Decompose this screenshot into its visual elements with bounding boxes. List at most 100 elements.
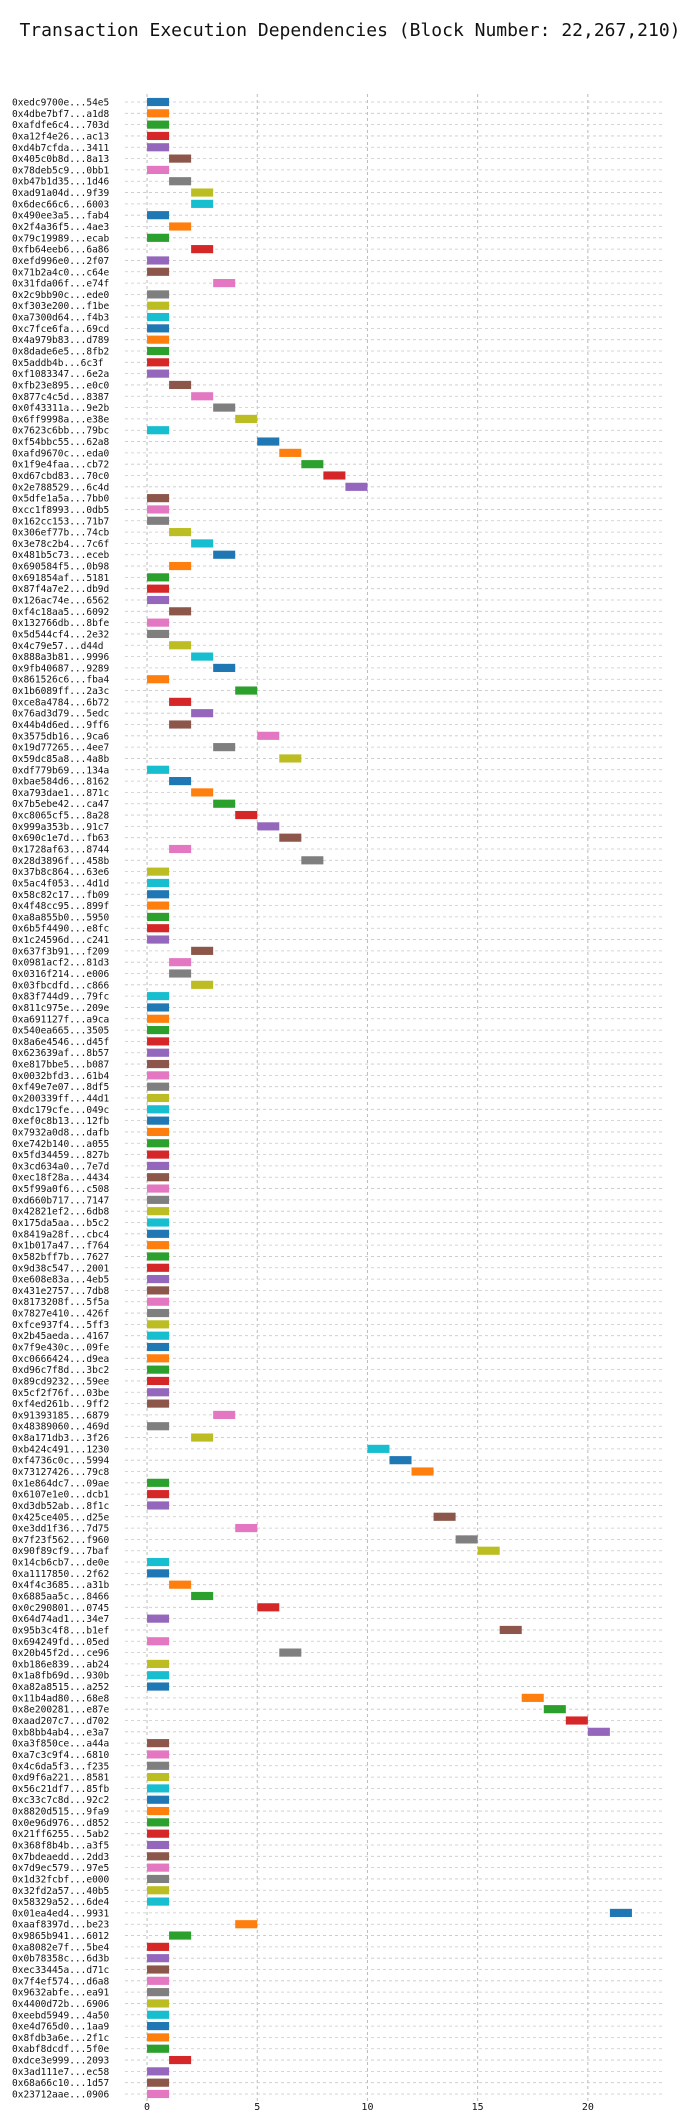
y-tick-label: 0x7f4ef574...d6a8 xyxy=(12,1976,110,1987)
bar xyxy=(147,1795,170,1804)
y-tick-label: 0xabf8dcdf...5f0e xyxy=(12,2044,110,2055)
y-tick-label: 0x14cb6cb7...de0e xyxy=(12,1558,110,1569)
bar xyxy=(169,720,192,729)
y-tick-label: 0xf54bbc55...62a8 xyxy=(12,437,110,448)
bar xyxy=(147,256,170,265)
bar xyxy=(147,2078,170,2087)
y-tick-label: 0x7b5ebe42...ca47 xyxy=(12,799,109,810)
y-tick-label: 0x1b017a47...f764 xyxy=(12,1241,110,1252)
chart-title: Transaction Execution Dependencies (Bloc… xyxy=(19,20,681,41)
bar xyxy=(147,2010,170,2019)
y-tick-label: 0x6ff9998a...e38e xyxy=(12,414,110,425)
y-tick-label: 0x2e788529...6c4d xyxy=(12,482,109,493)
bar xyxy=(147,1818,170,1827)
bar xyxy=(147,1829,170,1838)
y-tick-label: 0x4a979b83...d789 xyxy=(12,335,110,346)
y-tick-label: 0x31fda06f...e74f xyxy=(12,279,109,290)
y-tick-label: 0xe742b140...a055 xyxy=(12,1139,109,1150)
bar xyxy=(147,1105,170,1114)
y-tick-label: 0xedc9700e...54e5 xyxy=(12,98,109,109)
bar xyxy=(147,131,170,141)
y-tick-label: 0x76ad3d79...5edc xyxy=(12,709,109,720)
bar xyxy=(147,1037,170,1046)
bar xyxy=(147,312,170,322)
y-tick-label: 0x1d32fcbf...e000 xyxy=(12,1874,110,1885)
bar xyxy=(147,2067,170,2076)
bar xyxy=(565,1716,588,1725)
bar xyxy=(169,154,192,163)
bar xyxy=(147,1365,170,1374)
bar xyxy=(147,1297,170,1306)
bar xyxy=(147,1388,170,1397)
y-tick-label: 0xc33c7c8d...92c2 xyxy=(12,1795,109,1806)
bar xyxy=(147,1184,170,1193)
y-tick-label: 0x1728af63...8744 xyxy=(12,845,110,856)
y-tick-label: 0x481b5c73...eceb xyxy=(12,550,110,561)
y-tick-label: 0x48389060...469d xyxy=(12,1422,109,1433)
bar xyxy=(147,1286,170,1295)
y-tick-label: 0xf4736c0c...5994 xyxy=(12,1456,110,1467)
y-tick-label: 0xafd9670c...eda0 xyxy=(12,448,110,459)
y-tick-label: 0x425ce405...d25e xyxy=(12,1512,110,1523)
bar xyxy=(147,1761,170,1770)
bar xyxy=(147,165,170,174)
bar xyxy=(191,652,214,661)
y-tick-label: 0xa7300d64...f4b3 xyxy=(12,313,109,324)
y-tick-label: 0xf303e200...f1be xyxy=(12,301,110,312)
bar xyxy=(147,1806,170,1816)
bar xyxy=(147,346,170,356)
bar xyxy=(191,539,214,548)
bar xyxy=(147,1173,170,1182)
y-tick-label: 0xb8bb4ab4...e3a7 xyxy=(12,1727,109,1738)
y-tick-label: 0x1c24596d...c241 xyxy=(12,935,110,946)
bar xyxy=(147,1942,170,1951)
y-tick-label: 0x4f48cc95...899f xyxy=(12,901,109,912)
bar xyxy=(147,1682,170,1691)
y-tick-label: 0x694249fd...05ed xyxy=(12,1637,109,1648)
y-tick-label: 0x95b3c4f8...b1ef xyxy=(12,1625,109,1636)
bar xyxy=(147,992,170,1001)
bar xyxy=(147,1354,170,1363)
x-tick-label: 10 xyxy=(361,2102,373,2113)
y-tick-label: 0xa82a8515...a252 xyxy=(12,1682,109,1693)
bar xyxy=(279,833,302,842)
bar xyxy=(169,969,192,978)
bar xyxy=(147,2089,170,2099)
y-tick-label: 0xf49e7e07...8df5 xyxy=(12,1082,109,1093)
bar xyxy=(147,935,170,944)
bar xyxy=(257,822,280,831)
bar xyxy=(213,1410,236,1419)
y-tick-label: 0xa1117850...2f62 xyxy=(12,1569,109,1580)
y-tick-label: 0x7f9e430c...09fe xyxy=(12,1343,110,1354)
y-tick-label: 0xb424c491...1230 xyxy=(12,1444,110,1455)
y-tick-label: 0xfb23e895...e0c0 xyxy=(12,380,110,391)
y-tick-label: 0x0316f214...e006 xyxy=(12,969,110,980)
y-tick-label: 0x1b6089ff...2a3c xyxy=(12,686,109,697)
bar xyxy=(147,1739,170,1748)
y-tick-label: 0x0c290801...0745 xyxy=(12,1603,109,1614)
y-tick-label: 0x0032bfd3...61b4 xyxy=(12,1071,110,1082)
bar xyxy=(235,1524,258,1533)
y-tick-label: 0xc7fce6fa...69cd xyxy=(12,324,109,335)
bar xyxy=(147,1659,170,1668)
bar xyxy=(147,267,170,276)
y-tick-label: 0xdc179cfe...049c xyxy=(12,1105,109,1116)
y-tick-label: 0xefd996e0...2f07 xyxy=(12,256,109,267)
y-tick-label: 0xec33445a...d71c xyxy=(12,1965,109,1976)
bar xyxy=(147,867,170,876)
bar xyxy=(279,1648,302,1657)
y-tick-label: 0xe608e83a...4eb5 xyxy=(12,1275,109,1286)
y-tick-label: 0x56c21df7...85fb xyxy=(12,1784,110,1795)
bar xyxy=(147,1784,170,1793)
bar xyxy=(345,482,368,491)
bar xyxy=(147,1263,170,1272)
bar xyxy=(147,595,170,605)
y-tick-label: 0xe3dd1f36...7d75 xyxy=(12,1524,109,1535)
y-tick-label: 0x21ff6255...5ab2 xyxy=(12,1829,109,1840)
bar xyxy=(213,743,236,752)
y-tick-label: 0x306ef77b...74cb xyxy=(12,528,110,539)
y-tick-label: 0x8dade6e5...8fb2 xyxy=(12,347,109,358)
y-tick-label: 0x78deb5c9...0bb1 xyxy=(12,165,110,176)
y-tick-label: 0x68a66c10...1d57 xyxy=(12,2078,109,2089)
x-tick-label: 5 xyxy=(254,2102,260,2113)
